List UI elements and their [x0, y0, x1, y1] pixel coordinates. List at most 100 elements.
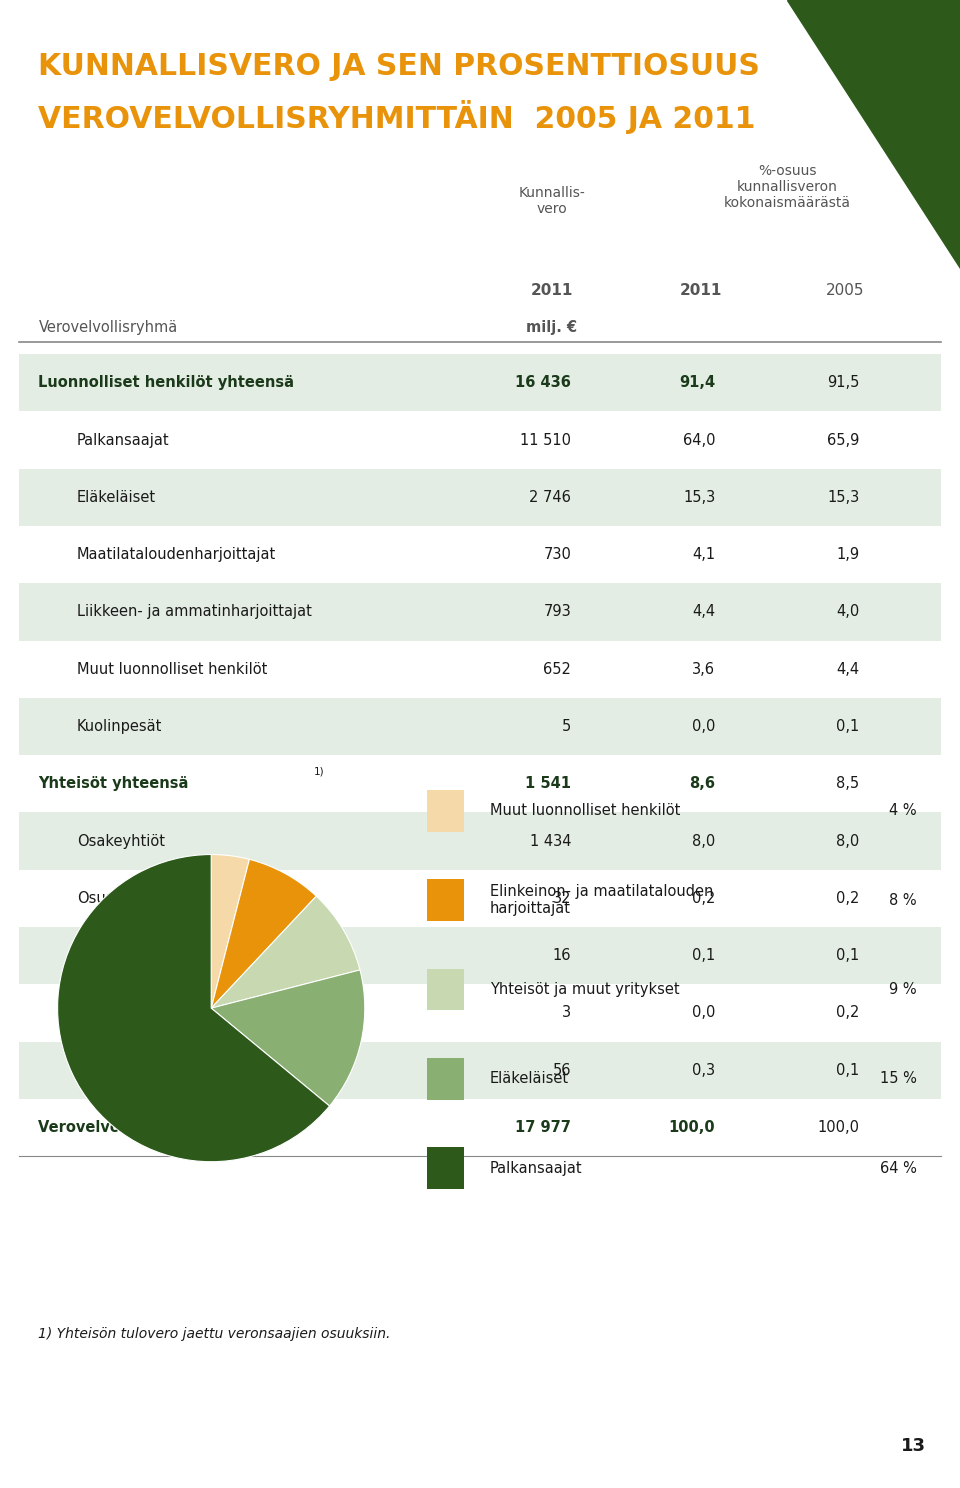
Text: Osakeyhtiöt: Osakeyhtiöt [77, 833, 165, 848]
Text: 56: 56 [553, 1062, 571, 1077]
FancyBboxPatch shape [19, 411, 941, 469]
Text: 13: 13 [901, 1437, 926, 1455]
FancyBboxPatch shape [427, 879, 464, 921]
Text: Verovelvolliset yhteensä: Verovelvolliset yhteensä [38, 1120, 243, 1135]
Text: 0,1: 0,1 [836, 1062, 859, 1077]
Text: Maatilataloudenharjoittajat: Maatilataloudenharjoittajat [77, 548, 276, 562]
Text: 4,4: 4,4 [836, 662, 859, 677]
Wedge shape [211, 970, 365, 1106]
FancyBboxPatch shape [19, 812, 941, 869]
FancyBboxPatch shape [427, 790, 464, 832]
Text: 0,0: 0,0 [692, 1006, 715, 1021]
FancyBboxPatch shape [19, 985, 941, 1042]
Text: Eläkeläiset: Eläkeläiset [77, 490, 156, 504]
FancyBboxPatch shape [19, 927, 941, 985]
Text: 64,0: 64,0 [683, 433, 715, 448]
Text: 32: 32 [553, 891, 571, 906]
Text: Kunnallis-
vero: Kunnallis- vero [518, 186, 586, 216]
Text: %-osuus
kunnallisveron
kokonaismäärästä: %-osuus kunnallisveron kokonaismäärästä [724, 164, 851, 210]
Text: 0,1: 0,1 [692, 948, 715, 963]
Wedge shape [211, 854, 250, 1009]
Text: Kuolinpesät: Kuolinpesät [77, 719, 162, 734]
Text: 64 %: 64 % [880, 1161, 917, 1176]
FancyBboxPatch shape [19, 640, 941, 698]
Text: 91,5: 91,5 [827, 375, 859, 390]
Text: 0,1: 0,1 [836, 719, 859, 734]
Text: 100,0: 100,0 [817, 1120, 859, 1135]
Text: 0,3: 0,3 [692, 1062, 715, 1077]
Wedge shape [211, 896, 360, 1009]
FancyBboxPatch shape [19, 583, 941, 640]
Text: 1 541: 1 541 [525, 777, 571, 792]
Text: milj. €: milj. € [526, 320, 578, 335]
Text: 793: 793 [543, 604, 571, 619]
Text: 16: 16 [553, 948, 571, 963]
Text: 0,2: 0,2 [692, 891, 715, 906]
Text: 1) Yhteisön tulovero jaettu veronsaajien osuuksiin.: 1) Yhteisön tulovero jaettu veronsaajien… [38, 1327, 391, 1341]
Text: VEROVELVOLLISRYHMITTÄIN  2005 JA 2011: VEROVELVOLLISRYHMITTÄIN 2005 JA 2011 [38, 100, 756, 134]
FancyBboxPatch shape [19, 525, 941, 583]
Text: 0,2: 0,2 [836, 1006, 859, 1021]
Text: Muut yhteisöt: Muut yhteisöt [77, 1062, 178, 1077]
FancyBboxPatch shape [427, 1058, 464, 1100]
Text: 1): 1) [314, 766, 324, 777]
Text: 1 434: 1 434 [530, 833, 571, 848]
Text: 91,4: 91,4 [679, 375, 715, 390]
Text: 8,0: 8,0 [836, 833, 859, 848]
Text: 8 %: 8 % [889, 893, 917, 908]
FancyBboxPatch shape [19, 469, 941, 525]
Text: 8,5: 8,5 [836, 777, 859, 792]
FancyBboxPatch shape [427, 969, 464, 1010]
Text: Verovelvollisryhmä: Verovelvollisryhmä [38, 320, 178, 335]
Text: Yhdistykset, laitokset yms.: Yhdistykset, laitokset yms. [77, 948, 274, 963]
Text: 0,0: 0,0 [692, 719, 715, 734]
FancyBboxPatch shape [19, 754, 941, 812]
Text: 4 %: 4 % [889, 804, 917, 818]
Text: KUNNALLISVERO JA SEN PROSENTTIOSUUS: KUNNALLISVERO JA SEN PROSENTTIOSUUS [38, 52, 760, 80]
Text: Palkansaajat: Palkansaajat [77, 433, 169, 448]
Text: Luonnolliset henkilöt yhteensä: Luonnolliset henkilöt yhteensä [38, 375, 295, 390]
Text: Liikkeen- ja ammatinharjoittajat: Liikkeen- ja ammatinharjoittajat [77, 604, 312, 619]
FancyBboxPatch shape [19, 1042, 941, 1098]
Text: Yhteisöt ja muut yritykset: Yhteisöt ja muut yritykset [490, 982, 680, 997]
Text: 15,3: 15,3 [827, 490, 859, 504]
Text: 2005: 2005 [826, 283, 864, 298]
Text: 2011: 2011 [680, 283, 722, 298]
Text: 4,0: 4,0 [836, 604, 859, 619]
Text: 11 510: 11 510 [520, 433, 571, 448]
Text: 4,4: 4,4 [692, 604, 715, 619]
Text: 2 746: 2 746 [529, 490, 571, 504]
FancyBboxPatch shape [19, 354, 941, 411]
FancyBboxPatch shape [19, 869, 941, 927]
Text: 16 436: 16 436 [516, 375, 571, 390]
FancyBboxPatch shape [19, 698, 941, 754]
Text: 5: 5 [562, 719, 571, 734]
Text: Asuntoyhteisöt: Asuntoyhteisöt [77, 1006, 187, 1021]
Text: 0,2: 0,2 [836, 891, 859, 906]
Text: 65,9: 65,9 [827, 433, 859, 448]
FancyBboxPatch shape [19, 1098, 941, 1156]
Wedge shape [211, 860, 317, 1009]
Text: 0,1: 0,1 [836, 948, 859, 963]
Text: 3: 3 [562, 1006, 571, 1021]
Text: 17 977: 17 977 [516, 1120, 571, 1135]
Text: 652: 652 [543, 662, 571, 677]
Text: 1,9: 1,9 [836, 548, 859, 562]
Text: 4,1: 4,1 [692, 548, 715, 562]
Text: Palkansaajat: Palkansaajat [490, 1161, 582, 1176]
Text: 2011: 2011 [531, 283, 573, 298]
Text: 3,6: 3,6 [692, 662, 715, 677]
Text: 15 %: 15 % [880, 1071, 917, 1086]
Text: Yhteisöt yhteensä: Yhteisöt yhteensä [38, 777, 189, 792]
Text: Eläkeläiset: Eläkeläiset [490, 1071, 568, 1086]
Text: Osuuskunnat: Osuuskunnat [77, 891, 174, 906]
Text: 8,6: 8,6 [689, 777, 715, 792]
Wedge shape [58, 854, 329, 1162]
Text: 730: 730 [543, 548, 571, 562]
Text: 100,0: 100,0 [668, 1120, 715, 1135]
Text: 9 %: 9 % [889, 982, 917, 997]
Text: Muut luonnolliset henkilöt: Muut luonnolliset henkilöt [77, 662, 267, 677]
FancyBboxPatch shape [427, 1147, 464, 1189]
Text: 8,0: 8,0 [692, 833, 715, 848]
Text: Muut luonnolliset henkilöt: Muut luonnolliset henkilöt [490, 804, 680, 818]
